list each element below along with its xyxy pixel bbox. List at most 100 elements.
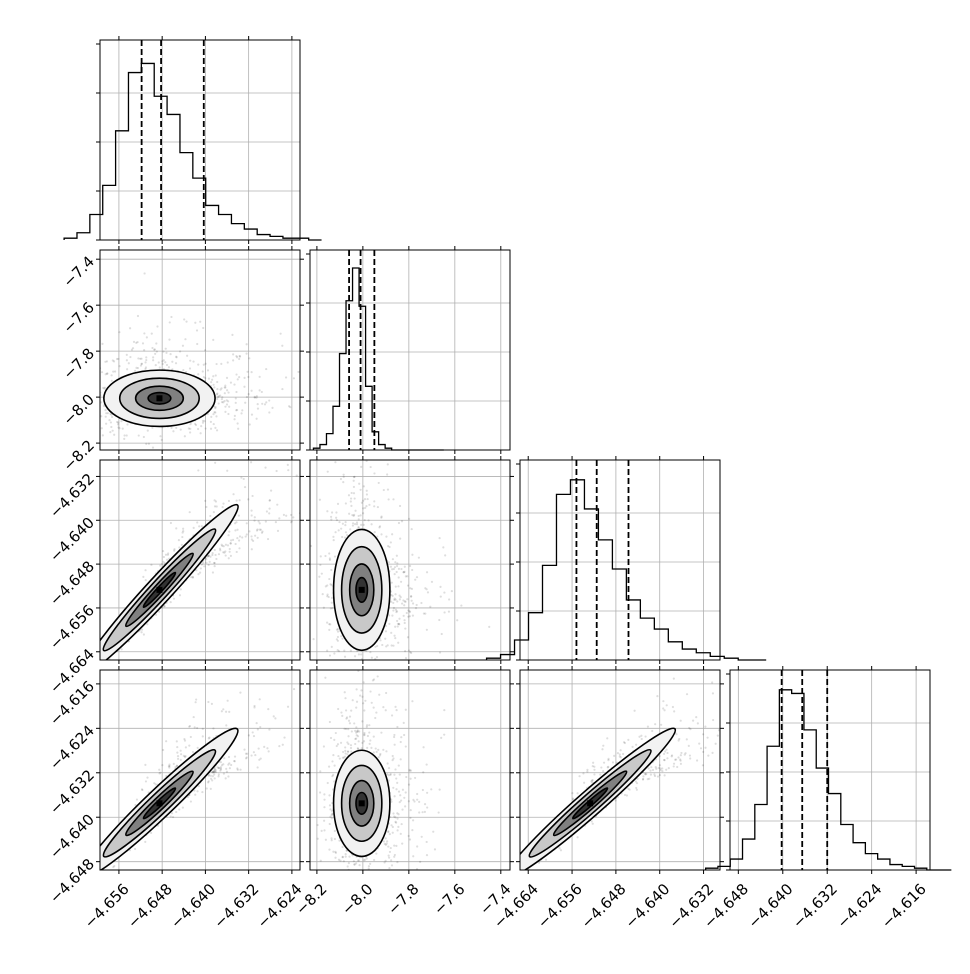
sample-point xyxy=(395,586,397,588)
sample-point xyxy=(370,466,372,468)
sample-point xyxy=(167,552,169,554)
sample-point xyxy=(151,333,153,335)
sample-point xyxy=(140,358,142,360)
sample-point xyxy=(258,520,260,522)
sample-point xyxy=(94,411,96,413)
x-tick-label: −4.648 xyxy=(124,880,176,932)
sample-point xyxy=(369,878,371,880)
sample-point xyxy=(237,428,239,430)
sample-point xyxy=(236,500,238,502)
sample-point xyxy=(353,414,355,416)
sample-point xyxy=(270,490,272,492)
panel-2-2 xyxy=(487,456,767,664)
sample-point xyxy=(175,811,177,813)
sample-point xyxy=(387,463,389,465)
sample-point xyxy=(350,744,352,746)
sample-point xyxy=(388,623,390,625)
sample-point xyxy=(266,747,268,749)
sample-point xyxy=(234,415,236,417)
sample-point xyxy=(235,543,237,545)
sample-point xyxy=(358,864,360,866)
sample-point xyxy=(214,554,216,556)
sample-point xyxy=(451,590,453,592)
sample-point xyxy=(344,750,346,752)
panel-frame xyxy=(520,460,720,660)
sample-point xyxy=(448,611,450,613)
sample-point xyxy=(216,398,218,400)
sample-point xyxy=(145,359,147,361)
sample-point xyxy=(223,545,225,547)
sample-point xyxy=(268,507,270,509)
x-tick-label: −7.6 xyxy=(430,880,468,918)
sample-point xyxy=(213,562,215,564)
sample-point xyxy=(408,518,410,520)
sample-point xyxy=(59,396,61,398)
sample-point xyxy=(212,339,214,341)
sample-point xyxy=(377,506,379,508)
sample-point xyxy=(342,523,344,525)
sample-point xyxy=(162,749,164,751)
sample-point xyxy=(199,321,201,323)
sample-point xyxy=(378,482,380,484)
sample-point xyxy=(180,753,182,755)
sample-point xyxy=(367,735,369,737)
sample-point xyxy=(385,671,387,673)
sample-point xyxy=(214,462,216,464)
sample-point xyxy=(247,376,249,378)
sample-point xyxy=(225,711,227,713)
sample-point xyxy=(361,720,363,722)
sample-point xyxy=(396,726,398,728)
sample-point xyxy=(705,668,707,670)
sample-point xyxy=(401,809,403,811)
sample-point xyxy=(203,364,205,366)
sample-point xyxy=(103,667,105,669)
sample-point xyxy=(185,321,187,323)
sample-point xyxy=(170,316,172,318)
sample-point xyxy=(330,837,332,839)
sample-point xyxy=(613,755,615,757)
sample-point xyxy=(214,505,216,507)
sample-point xyxy=(424,613,426,615)
sample-point xyxy=(426,763,428,765)
sample-point xyxy=(200,567,202,569)
sample-point xyxy=(371,702,373,704)
sample-point xyxy=(208,775,210,777)
sample-point xyxy=(90,671,92,673)
sample-point xyxy=(197,747,199,749)
sample-point xyxy=(134,370,136,372)
sample-point xyxy=(220,766,222,768)
sample-point xyxy=(319,499,321,501)
sample-point xyxy=(356,688,358,690)
sample-point xyxy=(205,562,207,564)
y-tick-label: −4.632 xyxy=(46,766,98,818)
sample-point xyxy=(172,430,174,432)
sample-point xyxy=(392,787,394,789)
sample-point xyxy=(122,428,124,430)
panel-1-0: −8.2−8.0−7.8−7.6−7.4 xyxy=(40,246,395,475)
sample-point xyxy=(369,863,371,865)
sample-point xyxy=(331,646,333,648)
sample-point xyxy=(232,539,234,541)
scatter-layer xyxy=(302,278,490,706)
sample-point xyxy=(328,766,330,768)
sample-point xyxy=(143,349,145,351)
sample-point xyxy=(159,772,161,774)
sample-point xyxy=(103,660,105,662)
sample-point xyxy=(94,672,96,674)
sample-point xyxy=(213,411,215,413)
sample-point xyxy=(218,773,220,775)
sample-point xyxy=(182,807,184,809)
histogram-step xyxy=(313,268,443,450)
sample-point xyxy=(215,374,217,376)
sample-point xyxy=(220,363,222,365)
sample-point xyxy=(410,596,412,598)
sample-point xyxy=(172,816,174,818)
sample-point xyxy=(329,721,331,723)
sample-point xyxy=(158,769,160,771)
sample-point xyxy=(131,349,133,351)
sample-point xyxy=(347,735,349,737)
sample-point xyxy=(170,427,172,429)
sample-point xyxy=(441,633,443,635)
sample-point xyxy=(98,663,100,665)
